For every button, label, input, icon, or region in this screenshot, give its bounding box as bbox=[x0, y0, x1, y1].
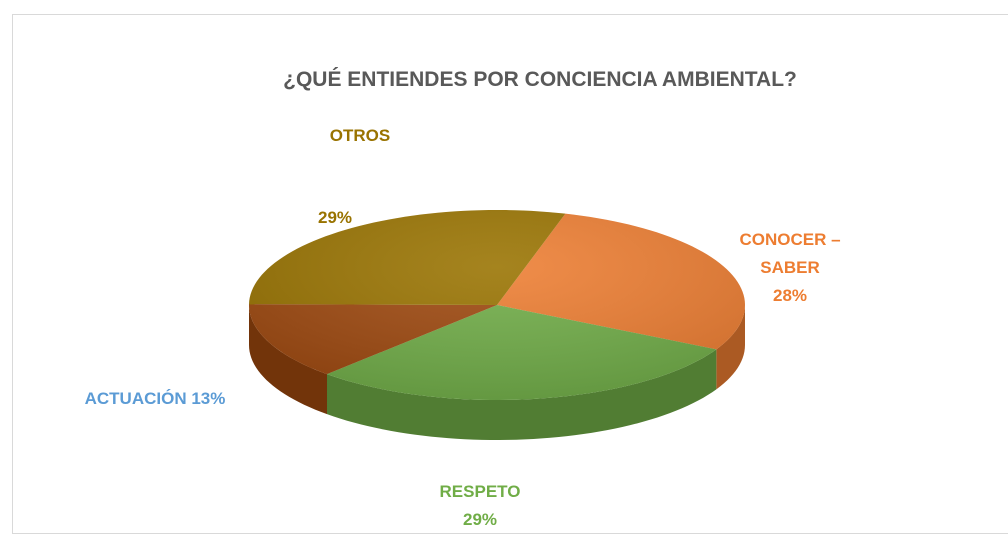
value-label: 13% bbox=[191, 389, 226, 408]
value-label: 29% bbox=[462, 510, 498, 529]
category-label: OTROS bbox=[329, 126, 391, 145]
category-label: ACTUACIÓN bbox=[84, 389, 187, 408]
category-label: RESPETO bbox=[439, 482, 521, 501]
data-label: ACTUACIÓN 13% bbox=[50, 385, 260, 413]
data-label: OTROS 29% bbox=[290, 122, 430, 232]
data-label: RESPETO 29% bbox=[410, 478, 550, 534]
slice-side bbox=[327, 349, 717, 440]
chart-title: ¿QUÉ ENTIENDES POR CONCIENCIA AMBIENTAL? bbox=[283, 68, 797, 91]
value-label: 28% bbox=[772, 286, 808, 305]
data-label: CONOCER – SABER 28% bbox=[720, 226, 860, 310]
value-label: 29% bbox=[317, 208, 353, 227]
category-label: CONOCER – SABER bbox=[739, 230, 841, 277]
